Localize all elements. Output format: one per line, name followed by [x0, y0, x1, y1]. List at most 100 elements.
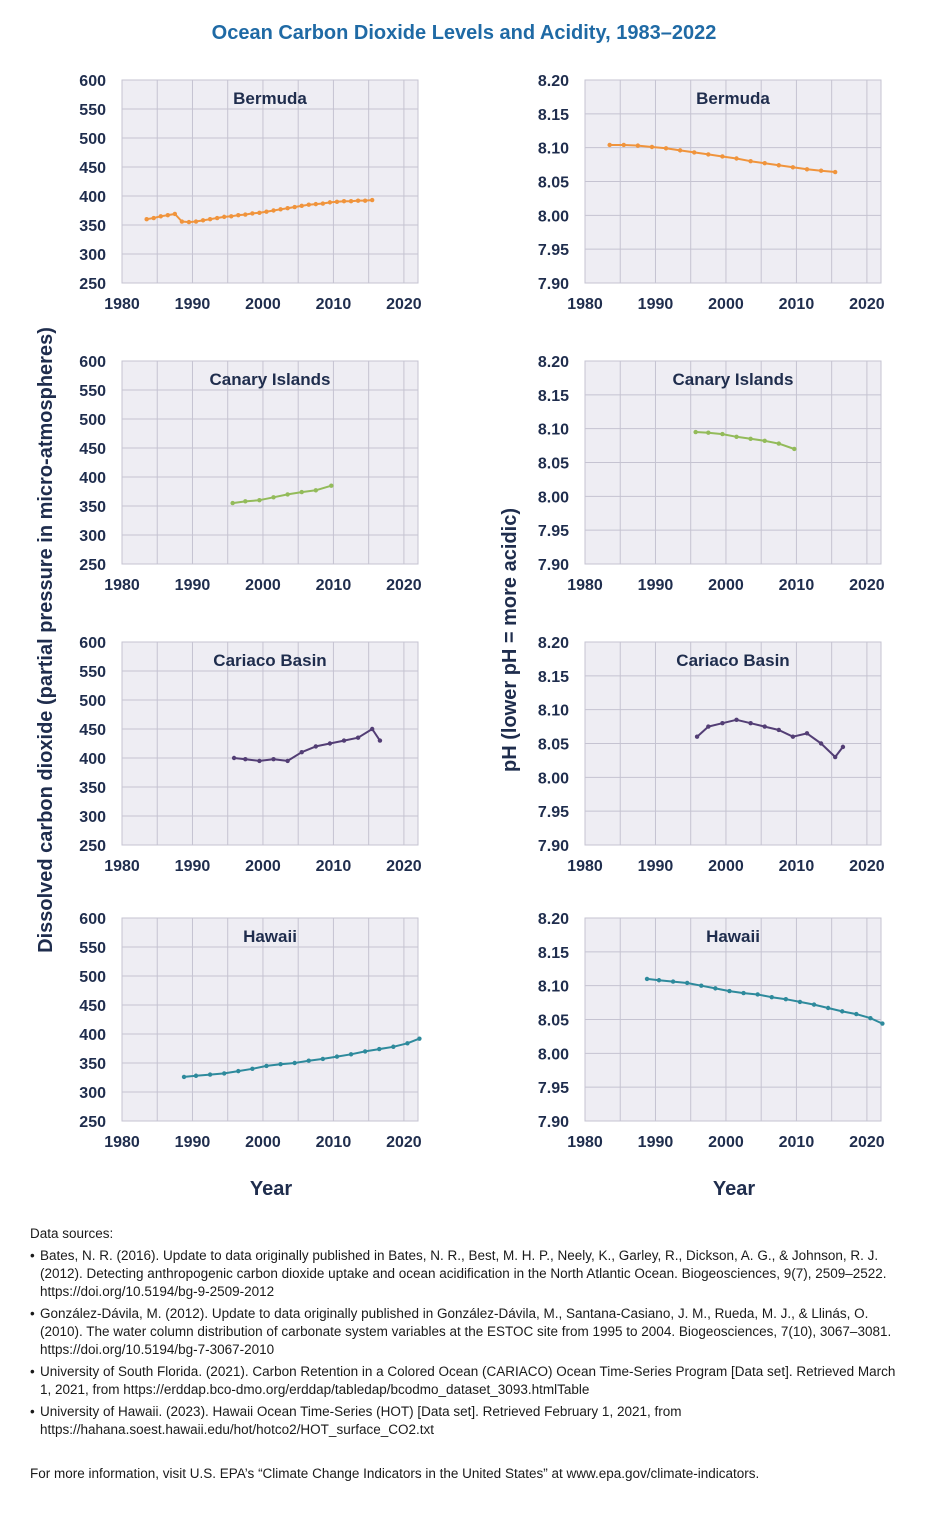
y-tick-label: 7.90 [538, 276, 569, 293]
sources-heading: Data sources: [30, 1226, 114, 1241]
y-tick-label: 250 [79, 557, 106, 574]
data-point [741, 990, 746, 996]
y-tick-label: 600 [79, 635, 106, 652]
panel-title: Hawaii [243, 927, 297, 946]
data-point [670, 979, 676, 984]
data-point [285, 492, 290, 497]
data-point [825, 1005, 831, 1011]
source-item: Bates, N. R. (2016). Update to data orig… [30, 1247, 910, 1301]
panel-title: Cariaco Basin [213, 651, 326, 670]
y-tick-label: 8.10 [538, 979, 569, 996]
data-point [231, 755, 237, 761]
data-point [313, 201, 319, 207]
chart-title: Ocean Carbon Dioxide Levels and Acidity,… [211, 22, 717, 44]
panel-title: Canary Islands [673, 370, 794, 389]
x-tick-label: 2020 [386, 858, 422, 875]
data-point [271, 756, 276, 762]
y-tick-label: 8.00 [538, 1046, 569, 1063]
data-point [236, 212, 241, 218]
y-tick-label: 450 [79, 998, 106, 1015]
data-point [377, 738, 383, 743]
data-point [692, 150, 697, 155]
data-point [369, 726, 375, 732]
x-tick-label: 1990 [638, 858, 674, 875]
data-point [694, 734, 700, 739]
data-point [769, 994, 774, 1000]
data-point [832, 169, 838, 175]
data-point [644, 976, 650, 982]
data-point [193, 219, 199, 224]
data-point [840, 744, 846, 750]
data-point [706, 724, 711, 729]
y-tick-label: 300 [79, 528, 106, 545]
data-point [271, 208, 276, 213]
data-point [230, 500, 235, 506]
x-tick-label: 2000 [245, 858, 281, 875]
data-point [790, 734, 796, 739]
x-tick-label: 2000 [708, 577, 744, 594]
x-tick-label: 1980 [567, 1134, 603, 1151]
series-line [695, 431, 795, 450]
y-tick-label: 8.05 [538, 1013, 569, 1030]
y-tick-label: 250 [79, 276, 106, 293]
data-point [755, 992, 760, 997]
y-tick-label: 400 [79, 470, 106, 487]
data-point [158, 214, 163, 219]
y-tick-label: 7.95 [538, 523, 569, 540]
x-tick-label: 1980 [567, 577, 603, 594]
x-tick-label: 2010 [779, 1134, 815, 1151]
panel-hawaii-ph: 7.90 7.95 8.00 8.05 8.10 8.15 8.20 1980 1990 2000… [538, 911, 885, 1151]
data-point [663, 146, 669, 151]
y-tick-label: 400 [79, 751, 106, 768]
x-tick-label: 2010 [316, 858, 352, 875]
data-point [200, 218, 206, 223]
y-tick-label: 8.15 [538, 107, 569, 124]
data-point [776, 163, 782, 168]
y-tick-label: 8.05 [538, 737, 569, 754]
data-point [854, 1011, 859, 1017]
data-point [285, 205, 290, 211]
y-tick-label: 600 [79, 73, 106, 90]
data-point [776, 441, 782, 446]
y-tick-label: 8.20 [538, 73, 569, 90]
data-point [677, 148, 683, 153]
data-sources: Data sources: Bates, N. R. (2016). Updat… [30, 1225, 910, 1439]
x-tick-label: 2000 [708, 296, 744, 313]
x-tick-label: 1980 [104, 1134, 140, 1151]
chart-grid: Dissolved carbon dioxide (partial pressu… [35, 73, 885, 1200]
data-point [804, 731, 810, 736]
data-point [313, 488, 319, 493]
source-item: University of Hawaii. (2023). Hawaii Oce… [30, 1403, 910, 1439]
y-tick-label: 450 [79, 722, 106, 739]
data-point [243, 756, 248, 762]
panel-hawaii-co2: 250 300 350 400 450 500 550 600 1980 1990 2000 2010… [79, 911, 422, 1151]
panel-cariaco-basin-ph: 7.90 7.95 8.00 8.05 8.10 8.15 8.20 1980 1990 2000… [538, 635, 885, 875]
y-tick-label: 300 [79, 809, 106, 826]
data-point [706, 152, 711, 157]
data-point [607, 142, 612, 148]
x-tick-label: 1980 [567, 296, 603, 313]
y-tick-label: 8.20 [538, 911, 569, 928]
data-point [635, 143, 641, 148]
data-point [762, 161, 767, 166]
data-point [257, 498, 262, 503]
panel-title: Cariaco Basin [676, 651, 789, 670]
data-point [713, 986, 718, 991]
data-point [369, 197, 375, 203]
panel-title: Bermuda [696, 89, 770, 108]
y-tick-label: 8.10 [538, 141, 569, 158]
x-tick-label: 1990 [175, 1134, 211, 1151]
data-point [720, 721, 725, 726]
y-tick-label: 8.05 [538, 175, 569, 192]
data-point [341, 199, 347, 204]
series-line [646, 977, 883, 1025]
panel-cariaco-basin-co2: 250 300 350 400 450 500 550 600 1980 1990 2000 2010… [79, 635, 422, 875]
data-point [417, 1036, 422, 1041]
data-point [748, 436, 753, 442]
data-point [243, 212, 248, 217]
data-point [250, 211, 255, 216]
x-tick-label: 1980 [104, 296, 140, 313]
data-point [207, 1072, 213, 1077]
y-tick-label: 550 [79, 940, 106, 957]
data-point [734, 717, 739, 723]
